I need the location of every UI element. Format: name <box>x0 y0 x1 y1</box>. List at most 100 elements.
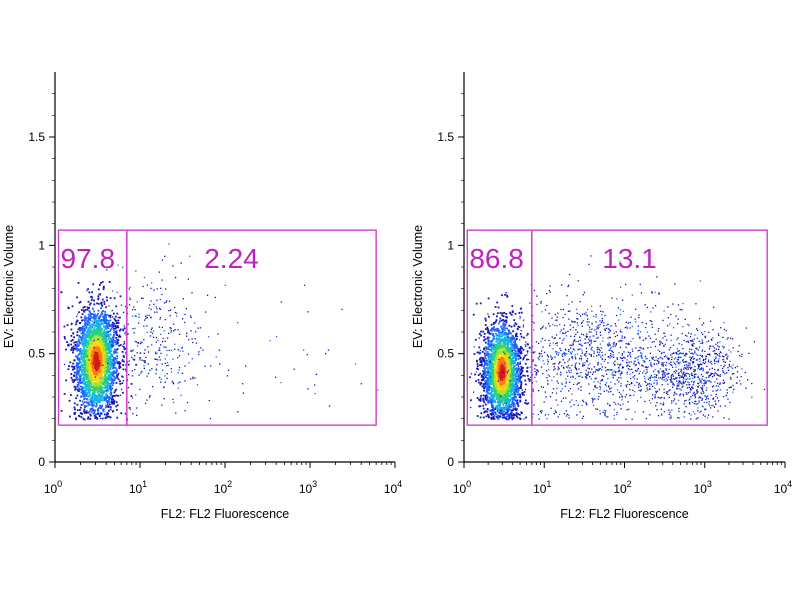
event-dot <box>83 387 85 389</box>
event-dot <box>93 359 96 361</box>
event-dot <box>87 320 89 323</box>
event-dot <box>112 372 115 374</box>
event-dot <box>503 380 506 382</box>
y-tick-label: 1 <box>447 238 454 252</box>
event-dot <box>93 299 95 302</box>
event-dot <box>83 348 85 350</box>
event-dot <box>104 353 106 356</box>
event-dot <box>486 388 488 391</box>
event-dot <box>280 381 282 384</box>
event-dot <box>101 365 103 368</box>
event-dot <box>515 350 517 353</box>
event-dot <box>77 353 80 356</box>
event-dot <box>132 308 134 311</box>
event-dot <box>89 385 91 387</box>
event-dot <box>115 394 118 397</box>
event-dot <box>85 412 88 414</box>
event-dot <box>116 342 119 345</box>
event-dot <box>494 400 497 403</box>
event-dot <box>490 345 492 348</box>
event-dot <box>88 394 91 397</box>
event-dot <box>523 391 526 393</box>
event-dot <box>103 322 106 325</box>
event-dot <box>90 379 92 382</box>
event-dot <box>89 371 91 373</box>
event-dot <box>126 333 129 335</box>
event-dot <box>80 332 83 335</box>
event-dot <box>78 341 81 344</box>
event-dot <box>87 353 90 355</box>
event-dot <box>108 370 110 373</box>
event-dot <box>64 337 66 340</box>
event-dot <box>177 349 179 351</box>
event-dot <box>89 314 92 317</box>
event-dot <box>156 364 158 366</box>
event-dot <box>106 313 109 316</box>
event-dot <box>93 414 96 417</box>
event-dot <box>85 374 88 376</box>
event-dot <box>489 372 492 375</box>
event-dot <box>484 386 487 389</box>
event-dot <box>502 356 504 359</box>
event-dot <box>107 382 110 385</box>
event-dot <box>146 316 148 319</box>
event-dot <box>178 355 181 357</box>
event-dot <box>111 366 114 369</box>
event-dot <box>143 339 145 341</box>
event-dot <box>133 332 135 334</box>
event-dot <box>496 348 499 351</box>
event-dot <box>95 342 98 345</box>
event-dot <box>96 321 99 324</box>
event-dot <box>341 308 343 311</box>
event-dot <box>87 384 89 387</box>
event-dot <box>79 381 81 384</box>
event-dot <box>68 399 71 402</box>
event-dot <box>86 393 88 395</box>
event-dot <box>100 407 102 410</box>
event-dot <box>91 403 94 406</box>
event-dot <box>94 356 97 359</box>
event-dot <box>513 394 516 397</box>
event-dot <box>508 338 511 341</box>
event-dot <box>242 392 244 394</box>
event-dot <box>174 276 177 279</box>
event-dot <box>112 344 115 346</box>
event-dot <box>91 298 93 300</box>
event-dot <box>90 361 93 364</box>
event-dot <box>104 325 107 328</box>
event-dot <box>497 415 500 417</box>
event-dot <box>97 385 100 388</box>
event-dot <box>508 414 511 417</box>
event-dot <box>485 393 488 396</box>
event-dot <box>194 338 196 340</box>
event-dot <box>484 397 487 400</box>
event-dot <box>135 341 137 343</box>
event-dot <box>517 349 520 352</box>
event-dot <box>496 344 499 346</box>
event-dot <box>108 314 110 317</box>
event-dot <box>94 382 96 385</box>
event-dot <box>482 397 485 400</box>
event-dot <box>79 409 81 411</box>
event-dot <box>198 351 200 353</box>
event-dot <box>116 355 119 357</box>
event-dot <box>100 386 103 389</box>
event-dot <box>96 314 99 317</box>
event-dot <box>521 370 524 372</box>
event-dot <box>90 348 93 351</box>
event-dot <box>172 398 174 401</box>
event-dot <box>83 325 86 328</box>
event-dot <box>73 359 76 362</box>
event-dot <box>87 402 90 405</box>
event-dot <box>499 391 502 394</box>
event-dot <box>125 306 127 308</box>
event-dot <box>93 354 95 357</box>
event-dot <box>182 298 184 300</box>
event-dot <box>497 357 500 360</box>
event-dot <box>85 332 88 334</box>
event-dot <box>76 358 79 361</box>
event-dot <box>83 398 85 401</box>
event-dot <box>86 388 89 391</box>
event-dot <box>512 413 515 415</box>
event-dot <box>94 346 97 349</box>
